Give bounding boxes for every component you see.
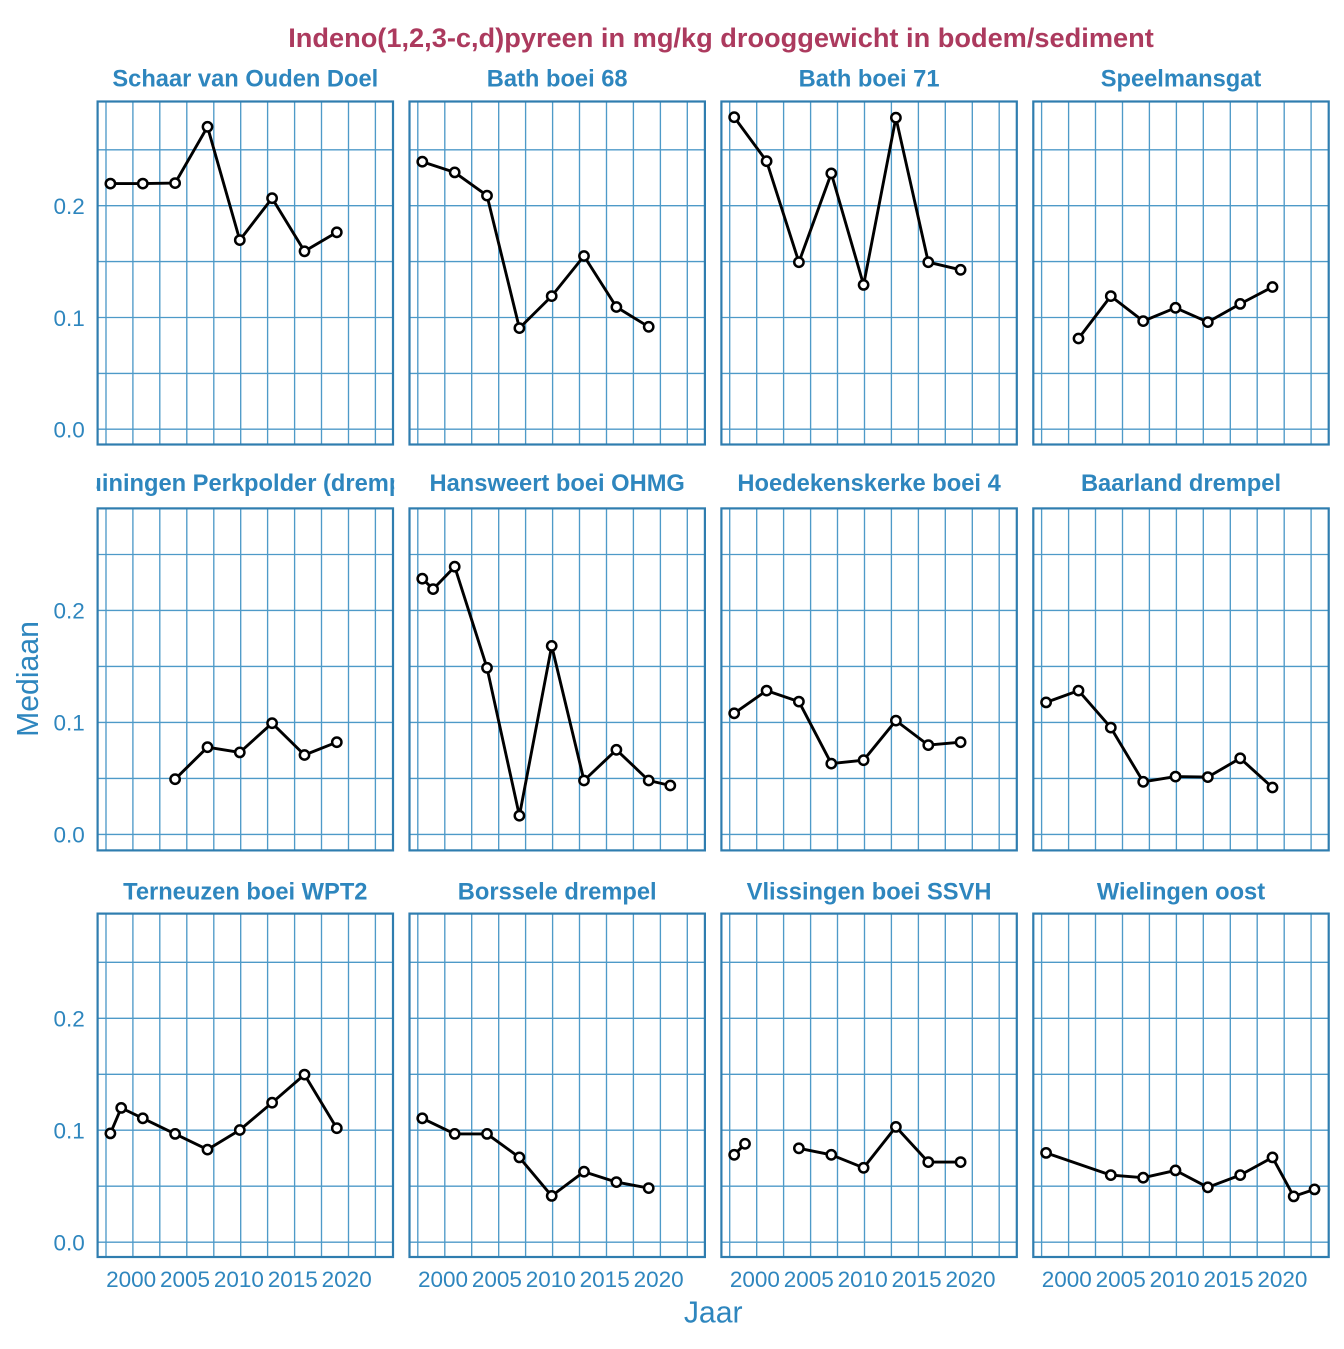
svg-text:0.2: 0.2 [54, 194, 85, 219]
svg-text:0.1: 0.1 [54, 711, 85, 736]
svg-text:2020: 2020 [945, 1267, 995, 1292]
svg-text:2005: 2005 [472, 1267, 522, 1292]
svg-text:Bath boei 68: Bath boei 68 [487, 66, 628, 92]
svg-text:2020: 2020 [634, 1267, 684, 1292]
svg-text:2015: 2015 [268, 1267, 318, 1292]
svg-text:Borssele drempel: Borssele drempel [458, 879, 657, 905]
svg-text:Indeno(1,2,3-c,d)pyreen in mg/: Indeno(1,2,3-c,d)pyreen in mg/kg droogge… [288, 22, 1154, 53]
svg-text:Hansweert boei OHMG: Hansweert boei OHMG [430, 471, 685, 497]
svg-text:2010: 2010 [838, 1267, 888, 1292]
svg-text:2010: 2010 [526, 1267, 576, 1292]
svg-text:2010: 2010 [214, 1267, 264, 1292]
svg-text:2005: 2005 [160, 1267, 210, 1292]
svg-text:0.1: 0.1 [54, 306, 85, 331]
svg-text:Hoedekenskerke boei 4: Hoedekenskerke boei 4 [737, 471, 1001, 497]
svg-text:Wielingen oost: Wielingen oost [1097, 879, 1265, 905]
svg-text:Jaar: Jaar [684, 1297, 743, 1330]
svg-text:0.0: 0.0 [54, 1231, 85, 1256]
svg-text:2015: 2015 [892, 1267, 942, 1292]
svg-text:Kruiningen Perkpolder (drempel: Kruiningen Perkpolder (drempel) [61, 471, 431, 497]
svg-text:0.1: 0.1 [54, 1119, 85, 1144]
svg-text:2005: 2005 [784, 1267, 834, 1292]
svg-text:2020: 2020 [322, 1267, 372, 1292]
svg-text:2000: 2000 [1042, 1267, 1092, 1292]
svg-text:2000: 2000 [106, 1267, 156, 1292]
svg-text:2015: 2015 [580, 1267, 630, 1292]
svg-text:Speelmansgat: Speelmansgat [1101, 66, 1262, 92]
svg-text:Terneuzen boei WPT2: Terneuzen boei WPT2 [123, 879, 367, 905]
svg-text:0.2: 0.2 [54, 1007, 85, 1032]
svg-text:0.0: 0.0 [54, 418, 85, 443]
svg-text:2000: 2000 [418, 1267, 468, 1292]
svg-text:Bath boei 71: Bath boei 71 [799, 66, 940, 92]
svg-text:Vlissingen boei SSVH: Vlissingen boei SSVH [747, 879, 992, 905]
svg-text:2015: 2015 [1203, 1267, 1253, 1292]
svg-text:2010: 2010 [1150, 1267, 1200, 1292]
svg-text:Mediaan: Mediaan [12, 621, 45, 737]
svg-text:0.2: 0.2 [54, 599, 85, 624]
svg-text:Schaar van Ouden Doel: Schaar van Ouden Doel [112, 66, 378, 92]
svg-text:2020: 2020 [1257, 1267, 1307, 1292]
svg-text:2000: 2000 [730, 1267, 780, 1292]
svg-text:Baarland drempel: Baarland drempel [1081, 471, 1281, 497]
svg-text:2005: 2005 [1096, 1267, 1146, 1292]
svg-text:0.0: 0.0 [54, 823, 85, 848]
